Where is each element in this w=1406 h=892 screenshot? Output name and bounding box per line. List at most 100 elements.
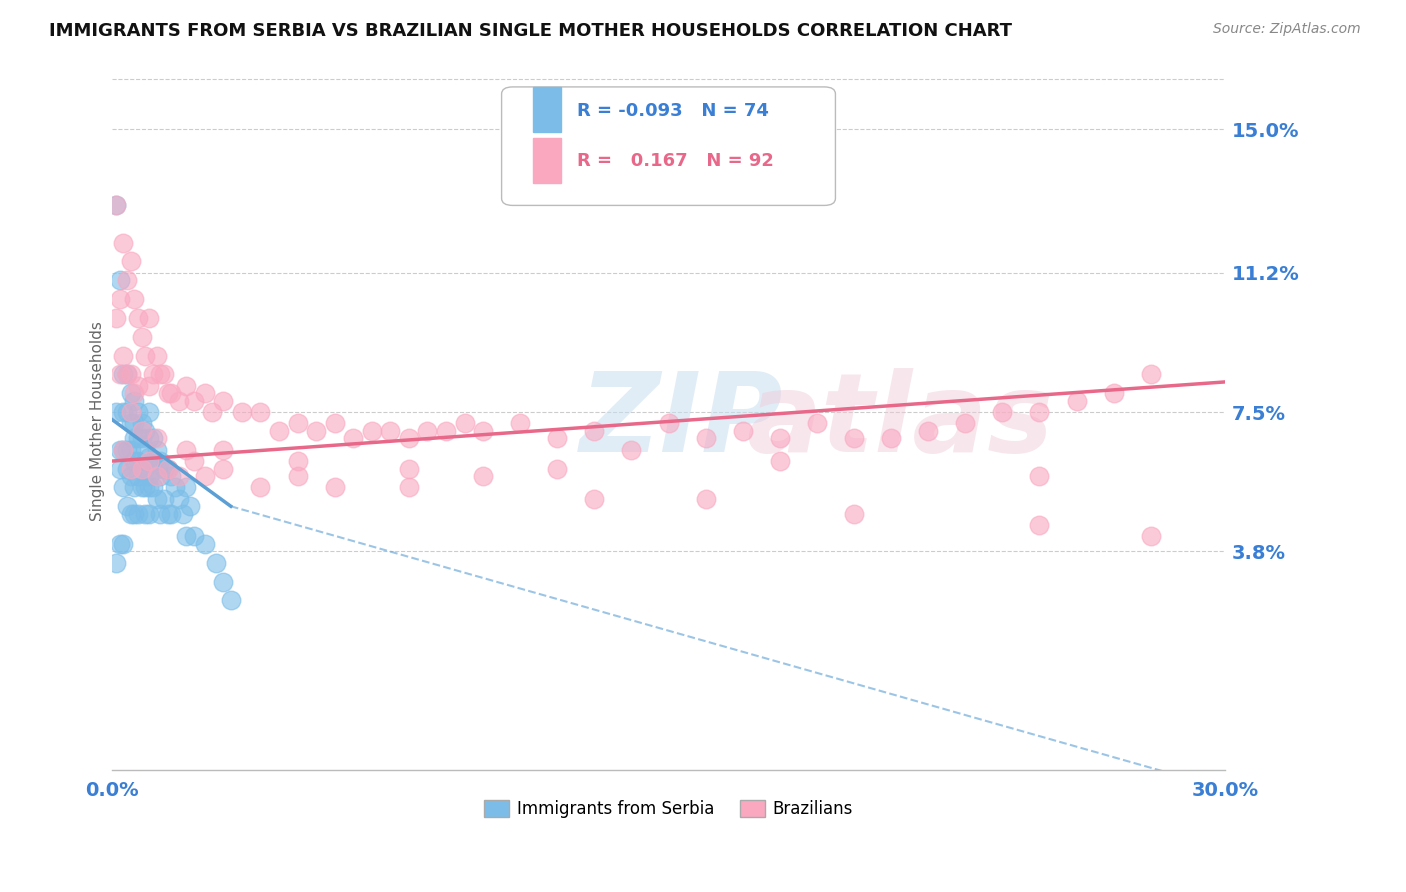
Point	[127, 469, 149, 483]
Point	[104, 198, 127, 212]
Point	[131, 461, 153, 475]
Point	[104, 556, 127, 570]
Point	[1139, 529, 1161, 543]
Point	[323, 417, 346, 431]
FancyBboxPatch shape	[533, 137, 561, 183]
Point	[156, 386, 179, 401]
Point	[167, 393, 190, 408]
Point	[153, 461, 176, 475]
Point	[108, 292, 131, 306]
Point	[120, 507, 142, 521]
FancyBboxPatch shape	[533, 87, 561, 132]
Point	[127, 432, 149, 446]
Point	[194, 469, 217, 483]
Point	[360, 424, 382, 438]
Point	[134, 442, 156, 457]
Point	[145, 461, 167, 475]
Point	[172, 507, 194, 521]
Point	[115, 405, 138, 419]
Point	[156, 507, 179, 521]
Legend: Immigrants from Serbia, Brazilians: Immigrants from Serbia, Brazilians	[477, 793, 860, 824]
Point	[695, 491, 717, 506]
Point	[104, 198, 127, 212]
Point	[267, 424, 290, 438]
Point	[1028, 469, 1050, 483]
Point	[472, 424, 495, 438]
Point	[124, 417, 146, 431]
Point	[145, 442, 167, 457]
Point	[955, 417, 977, 431]
Point	[124, 292, 146, 306]
Point	[138, 378, 160, 392]
Point	[287, 454, 309, 468]
Point	[176, 529, 198, 543]
Point	[138, 432, 160, 446]
Point	[212, 461, 235, 475]
Point	[167, 491, 190, 506]
Point	[145, 349, 167, 363]
Point	[120, 417, 142, 431]
Point	[153, 491, 176, 506]
Point	[124, 432, 146, 446]
Point	[305, 424, 328, 438]
Text: Source: ZipAtlas.com: Source: ZipAtlas.com	[1213, 22, 1361, 37]
Point	[842, 432, 865, 446]
Point	[138, 405, 160, 419]
Point	[472, 469, 495, 483]
Point	[124, 393, 146, 408]
Point	[176, 378, 198, 392]
Point	[112, 480, 135, 494]
Point	[120, 254, 142, 268]
Point	[134, 507, 156, 521]
Point	[120, 386, 142, 401]
Point	[127, 378, 149, 392]
Point	[212, 393, 235, 408]
Point	[108, 461, 131, 475]
Point	[112, 442, 135, 457]
Point	[991, 405, 1014, 419]
Point	[124, 386, 146, 401]
Point	[380, 424, 402, 438]
Point	[124, 480, 146, 494]
Point	[398, 461, 420, 475]
Point	[156, 461, 179, 475]
Point	[108, 442, 131, 457]
Point	[620, 442, 643, 457]
FancyBboxPatch shape	[502, 87, 835, 205]
Point	[149, 469, 172, 483]
Point	[546, 432, 568, 446]
Point	[179, 500, 201, 514]
Point	[138, 454, 160, 468]
Point	[695, 432, 717, 446]
Point	[108, 273, 131, 287]
Point	[115, 500, 138, 514]
Point	[124, 507, 146, 521]
Point	[127, 507, 149, 521]
Point	[219, 593, 242, 607]
Point	[145, 432, 167, 446]
Point	[657, 417, 679, 431]
Point	[183, 393, 205, 408]
Point	[142, 480, 165, 494]
Point	[416, 424, 439, 438]
Point	[201, 405, 224, 419]
Point	[112, 537, 135, 551]
Point	[131, 329, 153, 343]
Point	[212, 442, 235, 457]
Point	[127, 310, 149, 325]
Point	[149, 507, 172, 521]
Point	[120, 461, 142, 475]
Point	[104, 405, 127, 419]
Point	[1028, 518, 1050, 533]
Point	[138, 480, 160, 494]
Point	[160, 386, 183, 401]
Point	[112, 235, 135, 250]
Point	[342, 432, 364, 446]
Point	[194, 537, 217, 551]
Point	[287, 417, 309, 431]
Point	[145, 491, 167, 506]
Point	[165, 480, 187, 494]
Point	[323, 480, 346, 494]
Point	[108, 537, 131, 551]
Point	[115, 461, 138, 475]
